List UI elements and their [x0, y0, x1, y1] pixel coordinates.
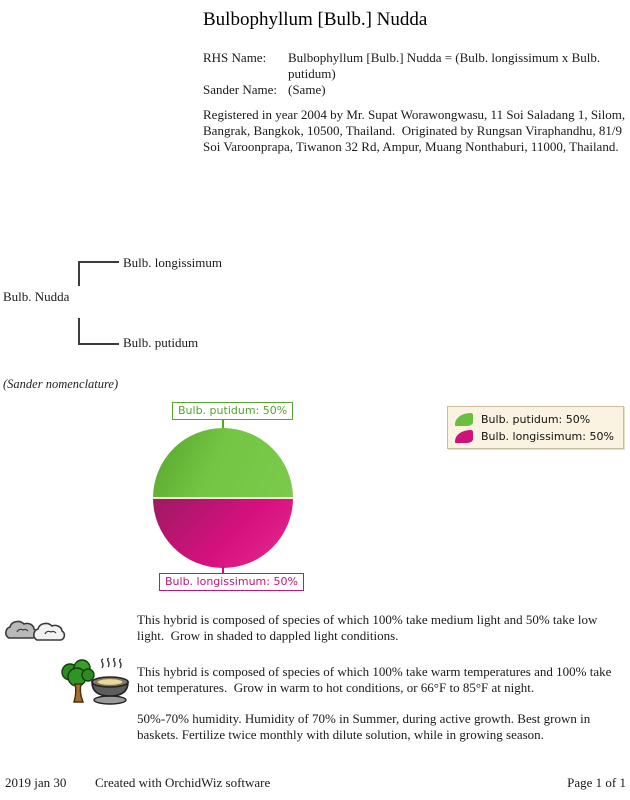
legend-label: Bulb. putidum: 50%: [481, 413, 591, 426]
registration-paragraph: Registered in year 2004 by Mr. Supat Wor…: [203, 107, 629, 154]
rhs-name-value: Bulbophyllum [Bulb.] Nudda = (Bulb. long…: [288, 50, 604, 81]
temperature-culture-text: This hybrid is composed of species of wh…: [137, 664, 615, 695]
pie-label-putidum: Bulb. putidum: 50%: [172, 402, 294, 420]
tree-parent-top-label: Bulb. longissimum: [123, 255, 222, 270]
parentage-pie-chart: [153, 428, 293, 568]
legend-swatch-pink-icon: [455, 430, 473, 443]
footer-page-number: Page 1 of 1: [567, 775, 626, 790]
tree-branch-line: [78, 343, 119, 345]
tree-parent-bottom-label: Bulb. putidum: [123, 335, 199, 350]
legend-item-longissimum: Bulb. longissimum: 50%: [455, 430, 618, 443]
rhs-name-label: RHS Name:: [203, 50, 267, 65]
pie-slice-divider: [153, 497, 293, 499]
tree-root-label: Bulb. Nudda: [3, 289, 70, 304]
legend-swatch-green-icon: [455, 413, 473, 426]
clouds-icon: [3, 612, 67, 653]
pie-slice-putidum: [153, 428, 293, 498]
sander-nomenclature-note: (Sander nomenclature): [3, 377, 119, 391]
legend-label: Bulb. longissimum: 50%: [481, 430, 614, 443]
footer-credit: Created with OrchidWiz software: [95, 775, 271, 790]
pie-connector-line: [222, 566, 224, 574]
sander-name-row: Sander Name: (Same): [203, 82, 627, 98]
tree-branch-line: [78, 261, 80, 286]
page-title: Bulbophyllum [Bulb.] Nudda: [203, 9, 428, 30]
light-culture-text: This hybrid is composed of species of wh…: [137, 612, 601, 643]
pie-legend: Bulb. putidum: 50% Bulb. longissimum: 50…: [447, 406, 624, 449]
footer-date: 2019 jan 30: [5, 775, 67, 790]
sander-name-value: (Same): [288, 82, 326, 97]
humidity-culture-text: 50%-70% humidity. Humidity of 70% in Sum…: [137, 711, 594, 742]
sander-name-label: Sander Name:: [203, 82, 278, 97]
pie-label-longissimum: Bulb. longissimum: 50%: [159, 573, 304, 591]
tree-hotpot-icon: [58, 657, 134, 710]
pie-slice-longissimum: [153, 498, 293, 568]
names-table: RHS Name: Bulbophyllum [Bulb.] Nudda = (…: [203, 50, 627, 98]
tree-branch-line: [78, 318, 80, 345]
tree-branch-line: [78, 261, 119, 263]
rhs-name-row: RHS Name: Bulbophyllum [Bulb.] Nudda = (…: [203, 50, 627, 82]
legend-item-putidum: Bulb. putidum: 50%: [455, 413, 618, 426]
pie-connector-line: [222, 420, 224, 429]
